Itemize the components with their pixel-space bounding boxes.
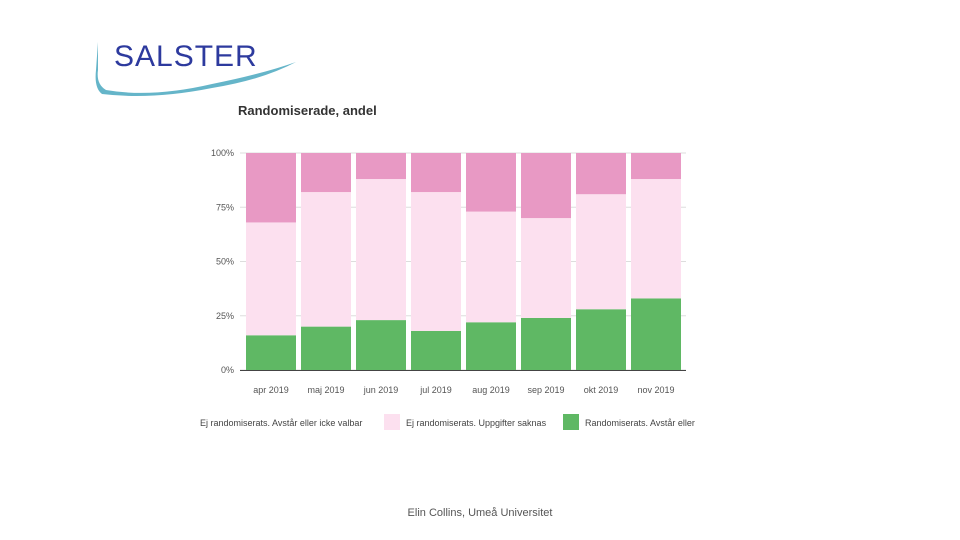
bar-segment bbox=[356, 153, 406, 180]
bar-segment bbox=[631, 179, 681, 299]
bar-segment bbox=[576, 194, 626, 310]
bar-segment bbox=[466, 322, 516, 370]
x-tick-label: apr 2019 bbox=[253, 385, 289, 395]
y-axis-ticks: 0% 25% 50% 75% 100% bbox=[211, 148, 234, 375]
salster-logo: SALSTER bbox=[95, 40, 296, 96]
y-tick-label: 25% bbox=[216, 311, 234, 321]
x-tick-label: maj 2019 bbox=[307, 385, 344, 395]
bar-segment bbox=[631, 298, 681, 370]
bar-segment bbox=[356, 179, 406, 321]
bar-segment bbox=[466, 153, 516, 212]
x-tick-label: sep 2019 bbox=[527, 385, 564, 395]
bar-segment bbox=[411, 330, 461, 370]
bar-segment bbox=[576, 309, 626, 370]
legend-swatch bbox=[384, 414, 400, 430]
bar-segment bbox=[631, 153, 681, 180]
x-tick-label: jun 2019 bbox=[363, 385, 399, 395]
legend-label: Ej randomiserats. Uppgifter saknas bbox=[406, 418, 547, 428]
legend: Ej randomiserats. Avstår eller icke valb… bbox=[200, 414, 695, 430]
bar-segment bbox=[521, 317, 571, 370]
legend-label: Randomiserats. Avstår eller bbox=[585, 418, 695, 428]
x-tick-label: aug 2019 bbox=[472, 385, 510, 395]
footer-credit: Elin Collins, Umeå Universitet bbox=[407, 507, 553, 519]
bar-segment bbox=[521, 153, 571, 219]
logo-text: SALSTER bbox=[114, 40, 258, 73]
legend-items: Ej randomiserats. Avstår eller icke valb… bbox=[200, 414, 695, 430]
x-tick-label: jul 2019 bbox=[419, 385, 452, 395]
chart-title: Randomiserade, andel bbox=[238, 103, 377, 118]
bar-segment bbox=[521, 218, 571, 318]
x-tick-label: nov 2019 bbox=[637, 385, 674, 395]
y-tick-label: 0% bbox=[221, 365, 234, 375]
bar-segment bbox=[411, 153, 461, 193]
bar-segment bbox=[576, 153, 626, 195]
bar-segment bbox=[246, 222, 296, 336]
bar-segment bbox=[411, 192, 461, 331]
x-tick-label: okt 2019 bbox=[584, 385, 619, 395]
bar-segment bbox=[301, 326, 351, 370]
bar-segment bbox=[246, 335, 296, 370]
legend-label: Ej randomiserats. Avstår eller icke valb… bbox=[200, 418, 362, 428]
y-tick-label: 75% bbox=[216, 202, 234, 212]
bar-segment bbox=[301, 192, 351, 327]
bar-segment bbox=[356, 320, 406, 370]
bars bbox=[246, 153, 681, 370]
bar-segment bbox=[466, 211, 516, 323]
y-tick-label: 50% bbox=[216, 257, 234, 267]
y-tick-label: 100% bbox=[211, 148, 234, 158]
x-axis-ticks: apr 2019 maj 2019 jun 2019 jul 2019 aug 2019… bbox=[253, 385, 674, 395]
legend-swatch bbox=[563, 414, 579, 430]
bar-segment bbox=[246, 153, 296, 223]
bar-segment bbox=[301, 153, 351, 193]
